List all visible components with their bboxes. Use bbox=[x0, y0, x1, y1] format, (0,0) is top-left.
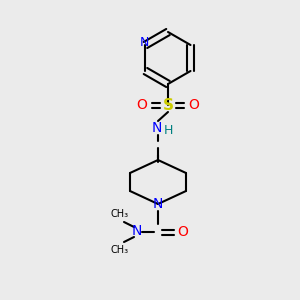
Text: CH₃: CH₃ bbox=[111, 209, 129, 219]
Text: S: S bbox=[163, 98, 173, 112]
Text: N: N bbox=[153, 197, 163, 211]
Text: H: H bbox=[163, 124, 173, 137]
Text: N: N bbox=[132, 224, 142, 238]
Text: O: O bbox=[136, 98, 147, 112]
Text: O: O bbox=[189, 98, 200, 112]
Text: N: N bbox=[152, 121, 162, 135]
Text: O: O bbox=[178, 225, 188, 239]
Text: N: N bbox=[140, 37, 149, 50]
Text: CH₃: CH₃ bbox=[111, 245, 129, 255]
